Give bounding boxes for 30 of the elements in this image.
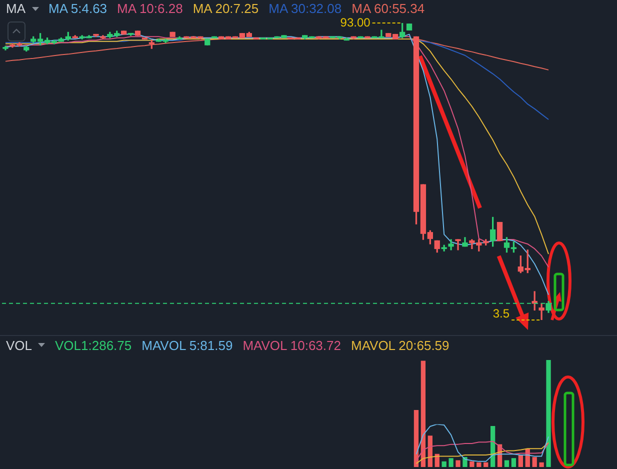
series-label: MA 10:6.28: [117, 1, 183, 16]
series-label: MA 60:55.34: [352, 1, 425, 16]
text: VOL1:286.75: [55, 338, 132, 352]
bar: [420, 360, 426, 467]
bar: [442, 461, 446, 467]
legend-title: MA: [6, 1, 26, 16]
series-label: MA 30:32.08: [268, 1, 342, 16]
bar: [504, 460, 510, 467]
bar: [546, 360, 551, 467]
bar: [414, 410, 419, 467]
candlestick: [538, 303, 544, 320]
bar: [511, 458, 516, 467]
bar: [532, 457, 537, 467]
text: MAVOL 5:81.59: [142, 338, 233, 352]
text: MAVOL 10:63.72: [242, 338, 341, 352]
bar: [456, 460, 460, 467]
candlestick: [455, 239, 461, 250]
annotation: 3.5: [492, 306, 510, 320]
bar: [428, 436, 432, 467]
annotation: 93.00: [340, 15, 371, 30]
series-label: MA 20:7.25: [192, 1, 259, 16]
bar: [484, 462, 488, 467]
bar: [539, 462, 544, 467]
series-label: MA 5:4.63: [48, 1, 108, 16]
bar: [476, 462, 482, 467]
text: MAVOL 20:65.59: [350, 338, 450, 352]
bar: [470, 461, 474, 467]
bar: [518, 454, 523, 467]
legend-title: VOL: [6, 338, 32, 352]
bar: [448, 458, 454, 467]
